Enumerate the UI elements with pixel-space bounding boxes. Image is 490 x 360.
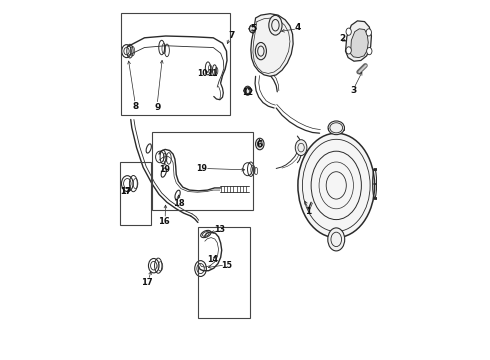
Text: 13: 13: [214, 225, 225, 234]
Text: 15: 15: [221, 261, 232, 270]
Text: 16: 16: [158, 217, 170, 226]
Text: 17: 17: [120, 187, 131, 196]
Text: 5: 5: [250, 24, 256, 33]
Circle shape: [295, 140, 307, 156]
Text: 8: 8: [132, 102, 138, 111]
Circle shape: [346, 47, 351, 54]
Polygon shape: [251, 14, 293, 76]
Ellipse shape: [255, 42, 267, 60]
Text: 10: 10: [197, 69, 208, 78]
Circle shape: [256, 138, 264, 150]
Text: 17: 17: [120, 187, 131, 196]
Circle shape: [328, 228, 344, 251]
Circle shape: [298, 133, 374, 238]
Text: 6: 6: [256, 140, 263, 149]
Text: 18: 18: [172, 199, 184, 208]
Ellipse shape: [249, 25, 255, 33]
Bar: [198, 227, 250, 318]
Text: 7: 7: [228, 31, 234, 40]
Ellipse shape: [245, 86, 251, 95]
Text: 1: 1: [305, 207, 312, 216]
Text: 14: 14: [207, 256, 218, 264]
Bar: [120, 162, 151, 225]
Text: 4: 4: [294, 23, 301, 32]
Text: 19: 19: [159, 166, 170, 175]
Bar: [152, 132, 253, 210]
Ellipse shape: [269, 15, 282, 35]
Circle shape: [346, 28, 351, 35]
Circle shape: [367, 48, 372, 55]
Text: 2: 2: [339, 35, 345, 44]
Polygon shape: [345, 21, 371, 61]
Ellipse shape: [328, 121, 344, 135]
Text: 11: 11: [207, 69, 218, 78]
Circle shape: [366, 29, 371, 36]
Text: 9: 9: [154, 103, 160, 112]
Text: 12: 12: [242, 89, 253, 98]
Text: 19: 19: [196, 164, 207, 173]
Text: 17: 17: [141, 278, 153, 287]
Text: 3: 3: [351, 86, 357, 95]
Bar: [121, 13, 230, 115]
Polygon shape: [350, 29, 368, 58]
